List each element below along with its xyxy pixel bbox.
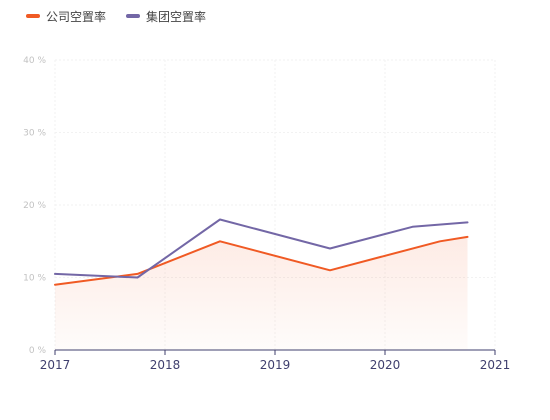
- y-tick-label: 10 %: [23, 274, 46, 284]
- legend-item-company[interactable]: 公司空置率: [26, 8, 106, 25]
- y-tick-label: 0 %: [29, 346, 47, 356]
- series-line-1: [54, 218, 469, 279]
- legend-swatch-group: [126, 14, 141, 18]
- y-tick-label: 40 %: [23, 56, 46, 66]
- legend: 公司空置率 集团空置率: [26, 6, 206, 26]
- legend-item-group[interactable]: 集团空置率: [126, 8, 206, 25]
- y-tick-label: 20 %: [23, 201, 46, 211]
- x-tick-label: 2020: [370, 358, 401, 372]
- x-tick-label: 2021: [480, 358, 511, 372]
- series-area-0: [55, 236, 468, 350]
- legend-label-group: 集团空置率: [146, 9, 207, 24]
- y-tick-label: 30 %: [23, 129, 46, 139]
- legend-swatch-company: [26, 14, 40, 18]
- x-tick-label: 2019: [260, 358, 291, 372]
- legend-label-company: 公司空置率: [46, 9, 107, 24]
- x-tick-label: 2018: [150, 358, 181, 372]
- series-line-0: [54, 235, 469, 286]
- x-tick-label: 2017: [40, 358, 71, 372]
